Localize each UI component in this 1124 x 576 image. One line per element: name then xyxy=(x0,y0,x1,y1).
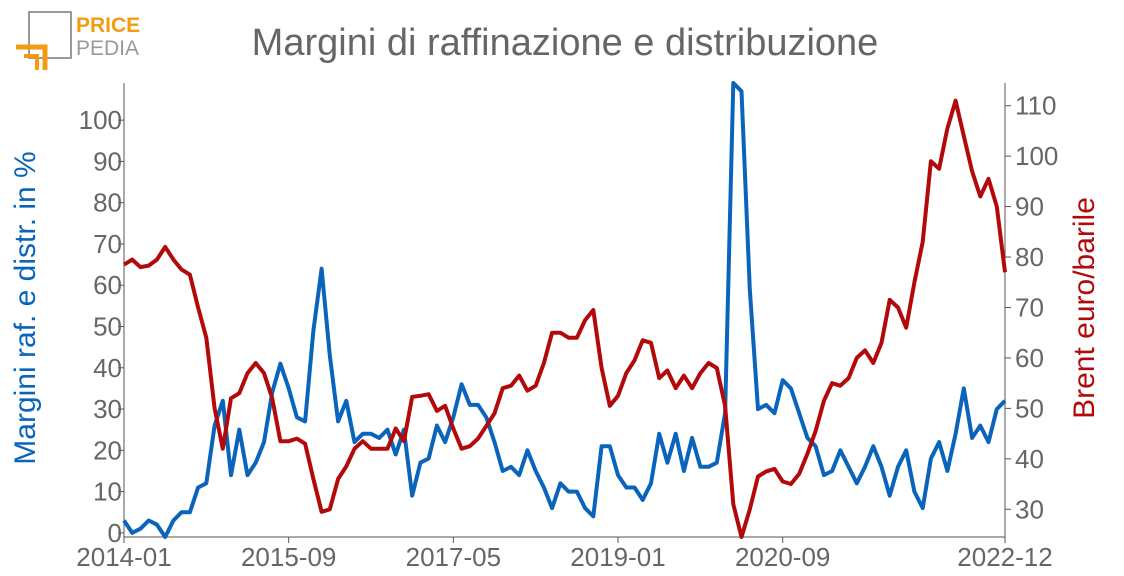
left-axis-tick-label: 0 xyxy=(108,518,122,548)
logo-word-pedia: PEDIA xyxy=(76,37,139,60)
right-axis-tick-label: 90 xyxy=(1015,192,1044,222)
logo-mark-orange-outer xyxy=(16,44,48,70)
series-brent-line xyxy=(122,98,1007,539)
x-axis-tick-label: 2019-01 xyxy=(570,542,665,572)
left-axis: 0 10 20 30 40 50 60 70 80 90 100 xyxy=(79,83,125,548)
x-axis-tick-label: 2015-09 xyxy=(241,542,336,572)
x-axis-tick-label: 2017-05 xyxy=(406,542,501,572)
left-axis-tick-label: 100 xyxy=(79,105,122,135)
x-axis-tick-label: 2022-12 xyxy=(957,542,1052,572)
left-axis-tick-label: 40 xyxy=(93,353,122,383)
left-axis-tick-label: 10 xyxy=(93,477,122,507)
right-axis-tick-label: 60 xyxy=(1015,343,1044,373)
left-axis-tick-label: 70 xyxy=(93,229,122,259)
right-axis-tick-label: 70 xyxy=(1015,292,1044,322)
logo-mark-gray xyxy=(28,11,72,59)
left-axis-tick-label: 90 xyxy=(93,146,122,176)
x-axis-tick-label: 2014-01 xyxy=(76,542,171,572)
chart-title: Margini di raffinazione e distribuzione xyxy=(252,22,879,64)
left-axis-tick-label: 50 xyxy=(93,312,122,342)
right-axis-tick-label: 50 xyxy=(1015,393,1044,423)
left-axis-label: Margini raf. e distr. in % xyxy=(9,151,42,464)
logo-mark-orange-inner xyxy=(24,54,39,70)
x-axis-tick-label: 2020-09 xyxy=(735,542,830,572)
left-axis-tick-label: 20 xyxy=(93,435,122,465)
right-axis-label: Brent euro/barile xyxy=(1068,197,1101,419)
logo-word-price: PRICE xyxy=(76,14,140,37)
right-axis-tick-label: 40 xyxy=(1015,444,1044,474)
left-axis-tick-label: 30 xyxy=(93,394,122,424)
pricepedia-logo: PRICE PEDIA xyxy=(16,11,140,70)
right-axis-tick-label: 30 xyxy=(1015,494,1044,524)
x-axis: 2014-01 2015-09 2017-05 2019-01 2020-09 2022-… xyxy=(76,536,1053,572)
left-axis-tick-label: 60 xyxy=(93,270,122,300)
left-axis-tick-label: 80 xyxy=(93,188,122,218)
right-axis-tick-label: 100 xyxy=(1015,141,1058,171)
right-axis-tick-label: 80 xyxy=(1015,242,1044,272)
right-axis-tick-label: 110 xyxy=(1015,91,1056,121)
right-axis: 30 40 50 60 70 80 90 100 110 xyxy=(1004,83,1058,540)
series-margins-line xyxy=(122,81,1007,539)
